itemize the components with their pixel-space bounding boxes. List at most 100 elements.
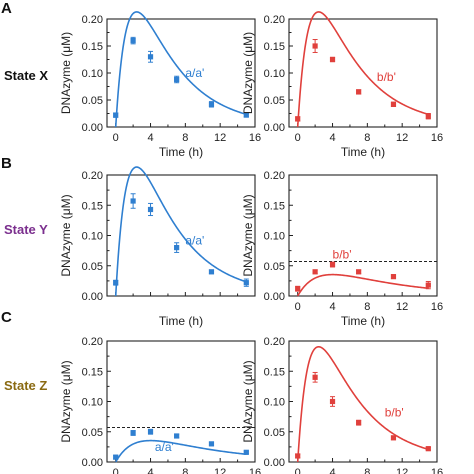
data-point [113,454,119,460]
x-tick-label: 16 [249,132,261,144]
y-axis-label: DNAzyme (μM) [59,194,73,276]
y-tick-label: 0.20 [82,14,103,26]
chart-panels: 0.00 0.05 0.10 0.15 0.20 0 4 8 12 16 DNAzyme (μM) T… [59,11,443,474]
series-label: a/a' [185,66,204,80]
y-tick-label: 0.15 [264,41,285,53]
plot-frame [288,18,438,128]
x-tick-label: 16 [431,132,443,144]
row-letter-a: A [1,0,12,17]
x-axis-label: Time (h) [159,145,203,159]
y-axis-label: DNAzyme (μM) [241,32,255,114]
data-point [356,420,362,426]
y-tick-label: 0.00 [82,457,103,469]
data-point [174,245,180,251]
y-tick-label: 0.05 [264,261,285,273]
x-tick-label: 8 [182,467,188,474]
y-axis-label: DNAzyme (μM) [241,360,255,442]
data-point [295,453,301,459]
x-tick-label: 4 [147,467,153,474]
series-label: b/b' [333,247,352,261]
data-point [147,429,154,435]
chart-panel-c-right: 0.00 0.05 0.10 0.15 0.20 0 4 8 12 16 DNAzyme (μM) b… [241,336,443,474]
x-tick-label: 12 [396,467,408,474]
x-tick-label: 16 [431,301,443,313]
y-tick-label: 0.20 [264,14,285,26]
data-point [425,113,431,119]
y-tick-label: 0.20 [82,336,103,348]
row-label-state-z: State Z [4,378,47,393]
data-point [329,56,336,63]
plot-frame [106,18,256,128]
data-point [130,430,136,436]
series-label: a/a' [155,440,174,454]
x-tick-label: 0 [295,301,301,313]
chart-panel-a-right: 0.00 0.05 0.10 0.15 0.20 0 4 8 12 16 DNAzyme (μM) T… [241,11,443,159]
x-tick-label: 0 [295,132,301,144]
x-tick-label: 12 [214,467,226,474]
x-tick-label: 8 [364,467,370,474]
data-point [390,101,397,107]
y-tick-label: 0.00 [264,457,285,469]
data-point [425,282,431,288]
y-tick-label: 0.05 [82,261,103,273]
data-point [243,112,249,118]
x-tick-label: 0 [113,132,119,144]
y-tick-label: 0.15 [82,366,103,378]
fit-curve [296,11,429,128]
x-axis-label: Time (h) [341,145,385,159]
data-point [208,269,215,275]
y-tick-label: 0.20 [264,336,285,348]
data-point [113,280,119,286]
y-tick-label: 0.15 [82,200,103,212]
data-point [390,435,397,441]
plot-frame [106,174,256,297]
series-label: a/a' [185,234,204,248]
data-point [295,286,301,292]
data-point [390,274,397,280]
y-tick-label: 0.15 [264,200,285,212]
data-point [329,398,336,405]
data-point [174,433,180,439]
data-point [312,374,318,380]
y-tick-label: 0.00 [264,291,285,303]
data-point [147,206,154,213]
data-point [243,280,249,286]
x-tick-label: 12 [396,132,408,144]
x-tick-label: 0 [113,467,119,474]
data-point [312,43,318,49]
chart-panel-b-right: 0.00 0.05 0.10 0.15 0.20 0 4 8 12 16 DNAzyme (μM) T… [241,170,443,328]
y-tick-label: 0.05 [82,95,103,107]
chart-panel-c-left: 0.00 0.05 0.10 0.15 0.20 0 4 8 12 16 DNAzyme (μM) a… [59,336,261,474]
y-tick-label: 0.05 [82,427,103,439]
x-tick-label: 0 [295,467,301,474]
row-label-state-x: State X [4,68,48,83]
y-tick-label: 0.05 [264,95,285,107]
y-tick-label: 0.10 [264,68,285,80]
x-axis-label: Time (h) [341,314,385,328]
chart-panel-b-left: 0.00 0.05 0.10 0.15 0.20 DNAzyme (μM) Time (h)… [59,166,256,328]
x-tick-label: 16 [431,467,443,474]
x-tick-label: 4 [329,301,335,313]
data-point [295,116,301,122]
data-point [356,89,362,95]
data-point [113,112,119,118]
data-point [329,261,336,268]
x-axis-label: Time (h) [159,314,203,328]
x-tick-label: 12 [214,132,226,144]
y-axis-label: DNAzyme (μM) [59,32,73,114]
data-point [425,446,431,452]
y-axis-label: DNAzyme (μM) [59,360,73,442]
fit-curve [296,345,429,463]
data-point [174,76,180,83]
fit-curve [114,11,247,128]
fit-curve [297,273,429,297]
x-tick-label: 4 [329,132,335,144]
y-tick-label: 0.10 [82,231,103,243]
y-tick-label: 0.20 [264,170,285,182]
y-tick-label: 0.15 [264,366,285,378]
y-tick-label: 0.10 [264,397,285,409]
data-point [243,449,249,455]
series-label: b/b' [385,406,404,420]
y-tick-label: 0.00 [82,291,103,303]
series-label: b/b' [377,70,396,84]
